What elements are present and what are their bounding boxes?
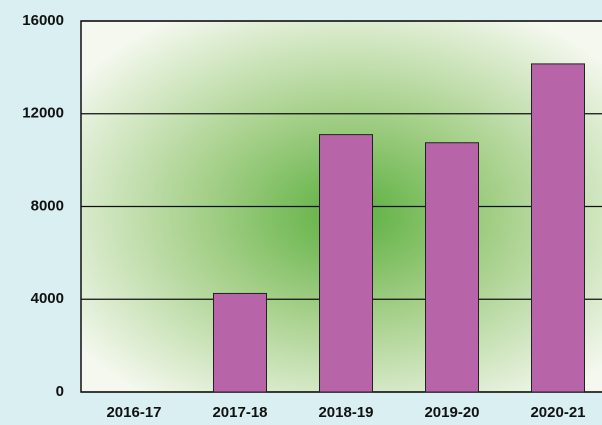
x-tick-label: 2019-20	[424, 404, 479, 421]
bar	[425, 142, 479, 393]
y-tick-label: 0	[56, 383, 64, 400]
bar	[213, 292, 267, 393]
x-tick-label: 2018-19	[318, 404, 373, 421]
x-tick-label: 2016-17	[106, 404, 161, 421]
bar	[319, 134, 373, 393]
x-tick-label: 2020-21	[530, 404, 585, 421]
y-tick-label: 12000	[22, 105, 64, 122]
x-tick-label: 2017-18	[212, 404, 267, 421]
y-tick-label: 8000	[31, 197, 64, 214]
bar	[531, 63, 585, 393]
y-tick-label: 16000	[22, 12, 64, 29]
y-tick-label: 4000	[31, 290, 64, 307]
